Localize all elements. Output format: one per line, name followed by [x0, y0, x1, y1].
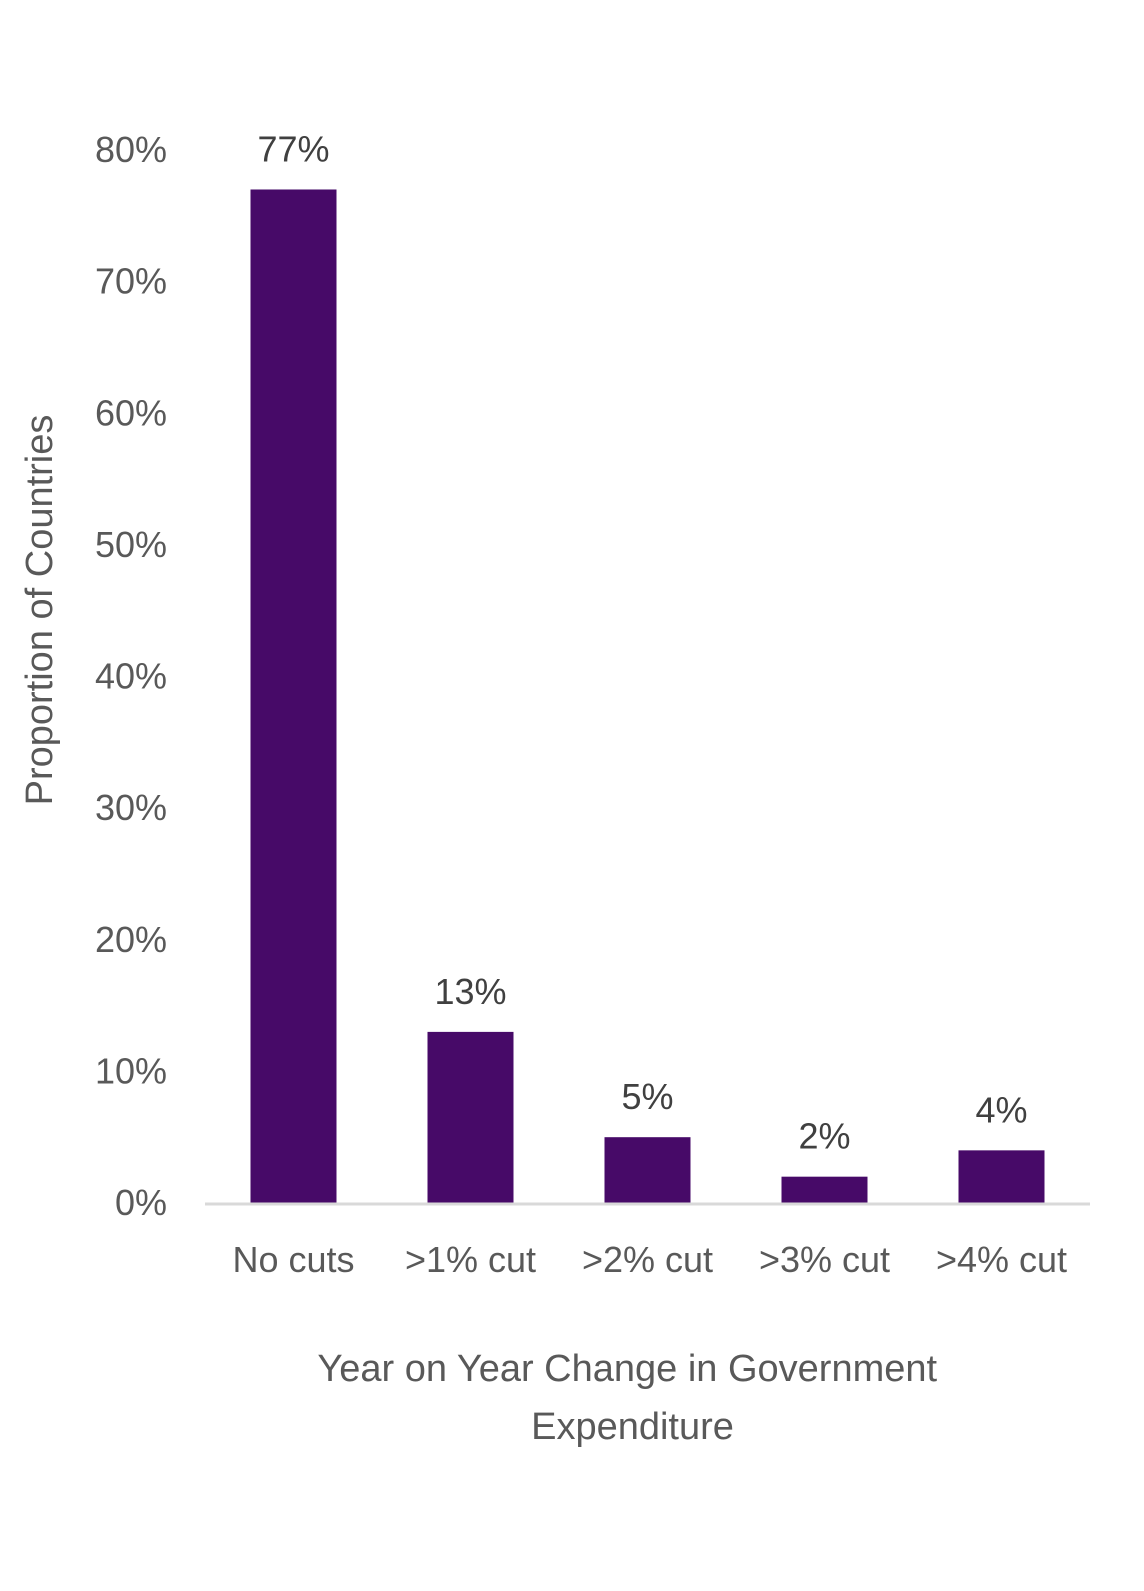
x-category-label: No cuts	[232, 1239, 354, 1280]
bar	[427, 1031, 514, 1203]
y-tick-label: 40%	[95, 656, 167, 697]
x-category-label: >1% cut	[405, 1239, 536, 1280]
y-tick-label: 80%	[95, 129, 167, 170]
bar	[604, 1137, 691, 1203]
x-category-label: >3% cut	[759, 1239, 890, 1280]
x-category-label: >4% cut	[936, 1239, 1067, 1280]
data-label: 5%	[621, 1076, 673, 1117]
data-label: 77%	[257, 128, 329, 169]
x-axis-title-line-2: Expenditure	[531, 1406, 734, 1448]
y-tick-label: 70%	[95, 261, 167, 302]
data-label: 4%	[975, 1089, 1027, 1130]
bars	[250, 189, 1045, 1204]
x-axis-title: Year on Year Change in Government Expend…	[317, 1348, 947, 1448]
x-axis-category-labels: No cuts >1% cut >2% cut >3% cut >4% cut	[232, 1239, 1067, 1280]
y-tick-label: 50%	[95, 524, 167, 565]
data-label: 13%	[434, 971, 506, 1012]
y-tick-label: 0%	[115, 1182, 167, 1223]
y-tick-label: 20%	[95, 919, 167, 960]
y-axis-title: Proportion of Countries	[19, 415, 61, 806]
y-tick-label: 60%	[95, 392, 167, 433]
data-labels: 77% 13% 5% 2% 4%	[257, 128, 1027, 1156]
bar	[250, 189, 337, 1204]
bar	[781, 1176, 868, 1203]
y-axis-tick-labels: 0% 10% 20% 30% 40% 50% 60% 70% 80%	[95, 129, 167, 1223]
x-axis-title-line-1: Year on Year Change in Government	[317, 1348, 937, 1390]
data-label: 2%	[798, 1116, 850, 1157]
bar	[958, 1150, 1045, 1203]
y-tick-label: 10%	[95, 1050, 167, 1091]
y-tick-label: 30%	[95, 787, 167, 828]
x-category-label: >2% cut	[582, 1239, 713, 1280]
